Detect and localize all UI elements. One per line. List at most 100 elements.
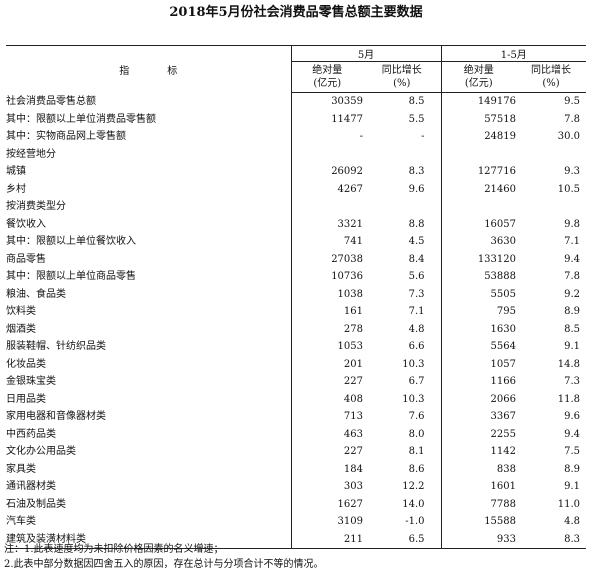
- table-row: 乡村 4267 9.6 21460 10.5: [6, 180, 586, 198]
- cell-may-abs: 1038: [290, 285, 363, 303]
- cell-ytd-yoy: 7.8: [564, 271, 581, 282]
- cell-ytd-abs: 127716: [440, 163, 516, 181]
- data-table: 指 标 5月 1-5月 绝对量 (亿元) 同比增长 (%) 绝对量 (亿元) 同比增长…: [6, 45, 587, 549]
- footnote-2: 2.此表中部分数据因四舍五入的原因，存在总计与分项合计不等的情况。: [4, 559, 324, 570]
- cell-may-abs: 161: [290, 303, 363, 321]
- footnotes: 注：1.此表速度均为未扣除价格因素的名义增速； 2.此表中部分数据因四舍五入的原…: [4, 542, 324, 572]
- cell-ytd-abs: 1601: [440, 478, 516, 496]
- cell-ytd-abs: 53888: [440, 268, 516, 286]
- cell-may-abs: 227: [290, 373, 363, 391]
- cell-ytd-abs: 838: [440, 460, 516, 478]
- cell-may-yoy: 9.6: [408, 183, 425, 195]
- cell-may-yoy: 10.3: [402, 393, 425, 405]
- cell-may-abs: 184: [290, 460, 363, 478]
- table-row: 烟酒类 278 4.8 1630 8.5: [6, 320, 586, 338]
- table-row: 其中：限额以上单位餐饮收入 741 4.5 3630 7.1: [6, 233, 586, 251]
- header-ytd-yoy: 同比增长 (%): [516, 61, 587, 93]
- cell-ytd-yoy: 8.5: [564, 323, 581, 335]
- cell-ytd-abs: [440, 145, 516, 163]
- cell-ytd-yoy: 11.8: [557, 393, 581, 405]
- cell-ytd-yoy: 9.8: [564, 218, 581, 230]
- table-row: 粮油、食品类 1038 7.3 5505 9.2: [6, 285, 586, 303]
- cell-ytd-abs: 16057: [440, 215, 516, 233]
- cell-ytd-yoy: 8.9: [564, 463, 581, 475]
- cell-may-yoy: -1.0: [405, 516, 425, 527]
- table-row: 餐饮收入 3321 8.8 16057 9.8: [6, 215, 586, 233]
- cell-ytd-abs: 7788: [440, 495, 516, 513]
- row-label: 其中：实物商品网上零售额: [6, 128, 292, 146]
- row-label: 化妆品类: [6, 355, 292, 373]
- row-label: 烟酒类: [6, 320, 292, 338]
- cell-may-abs: 10736: [290, 268, 363, 286]
- cell-ytd-yoy: 11.0: [557, 498, 581, 510]
- cell-may-abs: -: [290, 128, 363, 146]
- cell-ytd-yoy: 8.9: [564, 306, 581, 317]
- cell-ytd-yoy: 10.5: [557, 183, 581, 195]
- cell-may-abs: 4267: [290, 180, 363, 198]
- header-indicator: 指 标: [6, 45, 292, 93]
- row-label: 城镇: [6, 163, 292, 181]
- header-row-columns: 绝对量 (亿元) 同比增长 (%) 绝对量 (亿元) 同比增长 (%): [6, 61, 587, 93]
- cell-ytd-abs: 5564: [440, 338, 516, 356]
- row-label: 石油及制品类: [6, 495, 292, 513]
- cell-may-yoy: 7.6: [408, 411, 425, 422]
- row-label: 其中：限额以上单位商品零售: [6, 268, 292, 286]
- cell-ytd-yoy: 9.6: [564, 411, 581, 422]
- cell-may-yoy: 8.3: [408, 166, 425, 177]
- footnote-1: 注：1.此表速度均为未扣除价格因素的名义增速；: [4, 544, 224, 555]
- header-may-abs: 绝对量 (亿元): [290, 61, 363, 93]
- cell-may-yoy: 4.5: [408, 236, 425, 247]
- cell-may-abs: 3321: [290, 215, 363, 233]
- cell-may-abs: 741: [290, 233, 363, 251]
- row-label: 文化办公用品类: [6, 443, 292, 461]
- row-label: 按经营地分: [6, 145, 292, 163]
- cell-may-yoy: 8.0: [408, 428, 425, 440]
- cell-may-abs: 26092: [290, 163, 363, 181]
- cell-ytd-abs: 2255: [440, 425, 516, 443]
- cell-may-yoy: -: [421, 131, 425, 142]
- cell-may-yoy: 8.4: [408, 253, 425, 265]
- table-row: 家用电器和音像器材类 713 7.6 3367 9.6: [6, 408, 586, 426]
- header-ytd-abs: 绝对量 (亿元): [440, 61, 516, 93]
- cell-may-abs: 1053: [290, 338, 363, 356]
- row-label: 饮料类: [6, 303, 292, 321]
- page-title: 2018年5月份社会消费品零售总额主要数据: [169, 5, 423, 20]
- row-label: 商品零售: [6, 250, 292, 268]
- table-row: 化妆品类 201 10.3 1057 14.8: [6, 355, 586, 373]
- cell-may-yoy: 12.2: [402, 481, 425, 492]
- cell-may-abs: 713: [290, 408, 363, 426]
- row-label: 按消费类型分: [6, 198, 292, 216]
- cell-may-yoy: 6.6: [408, 341, 425, 352]
- cell-may-abs: [290, 198, 363, 216]
- table-body: 社会消费品零售总额 30359 8.5 149176 9.5 其中：限额以上单位消费品零售…: [6, 92, 587, 549]
- cell-may-abs: 278: [290, 320, 363, 338]
- row-label: 日用品类: [6, 390, 292, 408]
- cell-ytd-abs: 57518: [440, 110, 516, 128]
- row-label: 乡村: [6, 180, 292, 198]
- cell-may-abs: 227: [290, 443, 363, 461]
- cell-ytd-yoy: 9.3: [564, 166, 581, 177]
- cell-may-yoy: 8.6: [408, 463, 425, 475]
- cell-ytd-yoy: [516, 198, 586, 216]
- cell-may-abs: 30359: [290, 92, 363, 111]
- cell-ytd-yoy: 9.1: [564, 341, 581, 352]
- cell-ytd-yoy: 14.8: [557, 358, 581, 370]
- cell-ytd-yoy: 9.2: [564, 288, 581, 300]
- table-row: 汽车类 3109 -1.0 15588 4.8: [6, 513, 586, 531]
- table-row: 其中：实物商品网上零售额 - -24819 30.0: [6, 128, 586, 146]
- row-label: 家具类: [6, 460, 292, 478]
- cell-may-yoy: 6.5: [363, 530, 441, 549]
- cell-ytd-abs: 133120: [440, 250, 516, 268]
- cell-may-yoy: 8.5: [408, 96, 425, 107]
- cell-ytd-yoy: 30.0: [557, 131, 581, 142]
- cell-may-yoy: 4.8: [408, 323, 425, 335]
- row-label: 其中：限额以上单位消费品零售额: [6, 110, 292, 128]
- cell-ytd-abs: 1630: [440, 320, 516, 338]
- cell-ytd-yoy: 7.8: [564, 113, 581, 125]
- cell-ytd-abs: [440, 198, 516, 216]
- table-row: 文化办公用品类 227 8.1 1142 7.5: [6, 443, 586, 461]
- header-group-jan-may: 1-5月: [440, 45, 587, 62]
- cell-may-yoy: [363, 198, 441, 216]
- table-row: 社会消费品零售总额 30359 8.5 149176 9.5: [6, 92, 586, 111]
- table-row: 饮料类 161 7.1 795 8.9: [6, 303, 586, 321]
